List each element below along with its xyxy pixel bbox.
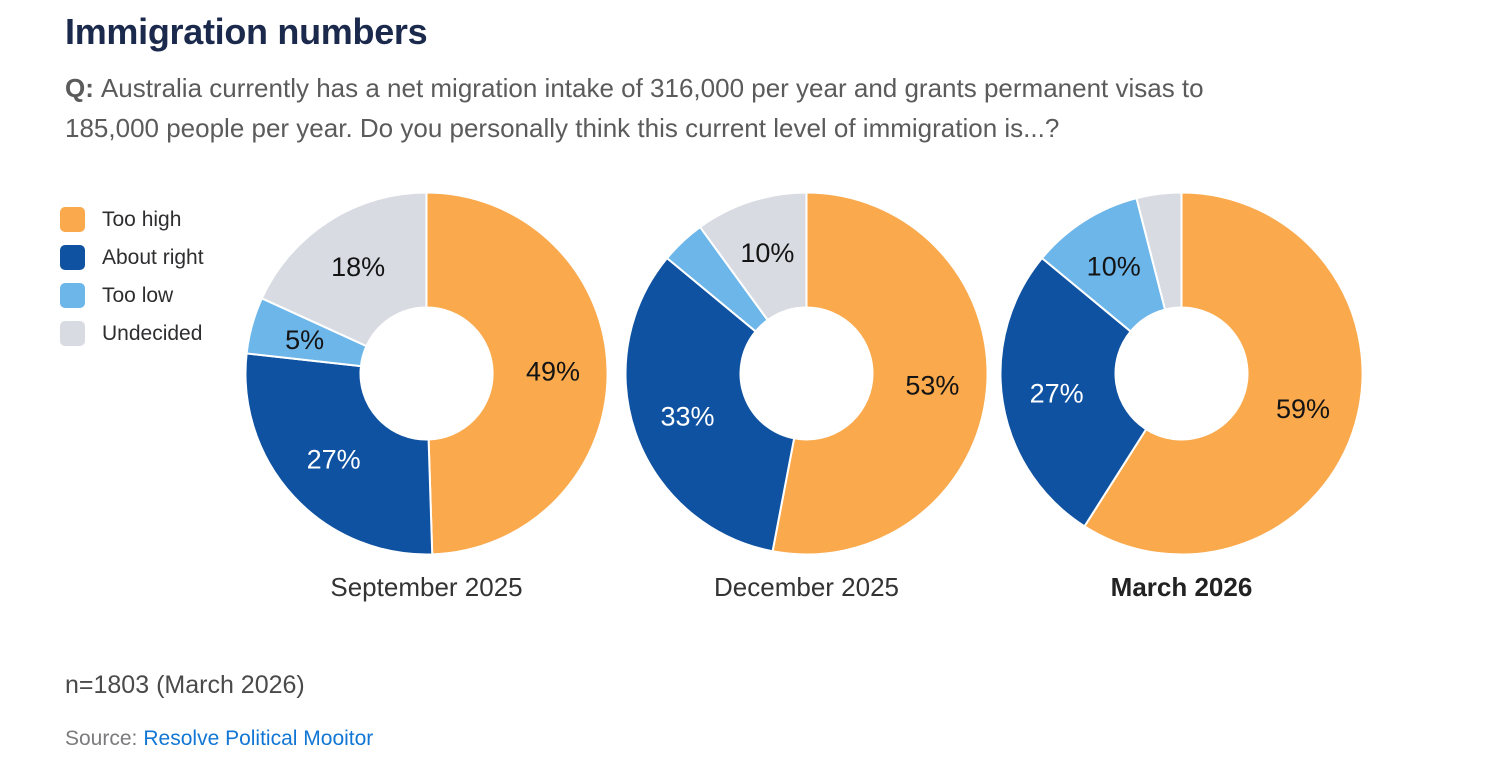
donut-chart-september-2025: 49% 27% 5% 18% September 2025 — [243, 190, 610, 601]
legend-item-undecided: Undecided — [60, 321, 204, 346]
slice-value-label: 49% — [526, 357, 580, 387]
donut-svg-september-2025: 49% 27% 5% 18% — [244, 191, 609, 556]
legend-item-about-right: About right — [60, 245, 204, 270]
question-prefix: Q: — [65, 73, 94, 103]
slice-value-label: 27% — [1030, 378, 1084, 408]
slice-value-label: 5% — [285, 325, 324, 355]
legend-item-too-high: Too high — [60, 207, 204, 232]
donut-chart-march-2026: 59% 27% 10% March 2026 — [998, 190, 1365, 601]
donut-slice-too-high — [425, 191, 609, 556]
slice-value-label: 59% — [1276, 394, 1330, 424]
source-link[interactable]: Resolve Political Mooitor — [143, 727, 374, 750]
slice-value-label: 33% — [660, 401, 714, 431]
chart-caption-september-2025: September 2025 — [330, 572, 523, 602]
slice-value-label: 10% — [1087, 252, 1141, 282]
donut-slice-undecided — [699, 191, 808, 322]
legend-label: About right — [102, 245, 204, 269]
legend-label: Too low — [102, 283, 174, 307]
chart-caption-march-2026: March 2026 — [1110, 572, 1253, 602]
legend-item-too-low: Too low — [60, 283, 204, 308]
question-text: Q: Australia currently has a net migratio… — [65, 68, 1425, 148]
slice-value-label: 10% — [740, 238, 794, 268]
donut-slice-about-right — [624, 257, 796, 553]
donut-slice-about-right — [244, 352, 434, 556]
legend-swatch-too-low — [60, 283, 85, 308]
slice-value-label: 18% — [331, 252, 385, 282]
donut-svg-march-2026: 59% 27% 10% — [999, 191, 1364, 556]
donut-slice-about-right — [999, 257, 1148, 528]
legend-swatch-undecided — [60, 321, 85, 346]
donut-slice-undecided — [260, 191, 428, 348]
sample-size-note: n=1803 (March 2026) — [65, 671, 305, 699]
donut-chart-december-2025: 53% 33% 10% December 2025 — [623, 190, 990, 601]
chart-caption-december-2025: December 2025 — [714, 572, 899, 602]
question-line-2: 185,000 people per year. Do you personal… — [65, 113, 1060, 143]
legend-label: Too high — [102, 207, 182, 231]
slice-value-label: 53% — [905, 370, 959, 400]
donut-svg-december-2025: 53% 33% 10% — [624, 191, 989, 556]
source-label: Source: — [65, 727, 138, 750]
legend: Too high About right Too low Undecided — [60, 207, 204, 359]
legend-label: Undecided — [102, 321, 203, 345]
slice-value-label: 27% — [307, 444, 361, 474]
legend-swatch-too-high — [60, 207, 85, 232]
source-line: Source: Resolve Political Mooitor — [65, 727, 373, 751]
donut-slice-undecided — [1135, 191, 1183, 311]
question-line-1: Australia currently has a net migration … — [100, 73, 1204, 103]
donut-slice-too-high — [1083, 191, 1364, 556]
donut-slice-too-high — [771, 191, 989, 556]
legend-swatch-about-right — [60, 245, 85, 270]
page-title: Immigration numbers — [65, 11, 428, 52]
